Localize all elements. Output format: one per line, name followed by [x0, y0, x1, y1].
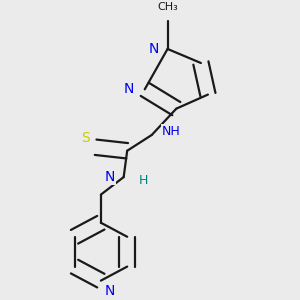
- Text: N: N: [104, 284, 115, 298]
- Text: N: N: [124, 82, 134, 96]
- Text: N: N: [148, 42, 159, 56]
- Text: H: H: [138, 174, 148, 187]
- Text: CH₃: CH₃: [157, 2, 178, 12]
- Text: S: S: [81, 131, 89, 146]
- Text: NH: NH: [162, 125, 180, 138]
- Text: N: N: [104, 170, 115, 184]
